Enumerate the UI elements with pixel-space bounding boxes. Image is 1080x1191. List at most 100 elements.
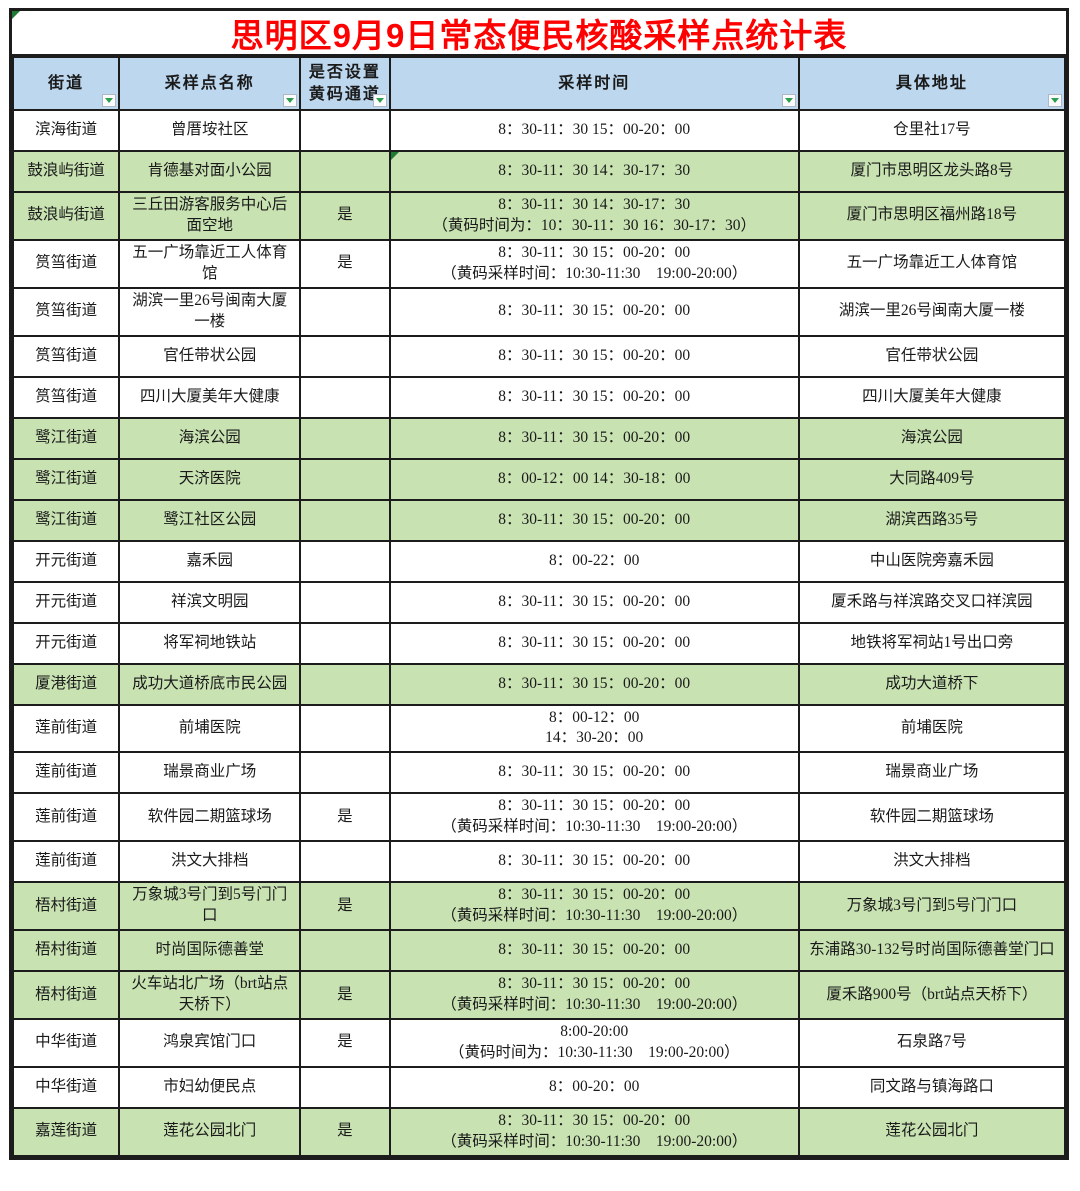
time-line: 8：30-11：30 14：30-17：30 xyxy=(498,196,691,213)
cell-street: 开元街道 xyxy=(11,621,121,665)
cell-address: 厦禾路与祥滨路交叉口祥滨园 xyxy=(797,580,1067,624)
cell-time: 8:00-20:00 （黄码时间为：10:30-11:30 19:00-20:00… xyxy=(388,1017,800,1068)
cell-address: 湖滨一里26号闽南大厦一楼 xyxy=(797,286,1067,337)
time-line: 8：30-11：30 15：00-20：00 xyxy=(498,674,691,692)
error-indicator xyxy=(12,11,20,19)
cell-street: 筼筜街道 xyxy=(11,238,121,289)
time-line: 14：30-20：00 xyxy=(545,729,644,747)
cell-time: 8：30-11：30 15：00-20：00 xyxy=(388,334,800,378)
time-line: 8：30-11：30 15：00-20：00 xyxy=(498,428,691,446)
cell-address: 石泉路7号 xyxy=(797,1017,1067,1068)
time-line: 8：30-11：30 15：00-20：00 xyxy=(498,975,691,993)
table-row: 莲前街道 瑞景商业广场 8：30-11：30 15：00-20：00 瑞景商业广… xyxy=(11,751,1067,795)
cell-site: 祥滨文明园 xyxy=(118,580,302,624)
table-row: 筼筜街道 湖滨一里26号闽南大厦一楼 8：30-11：30 15：00-20：0… xyxy=(11,286,1067,337)
cell-address: 东浦路30-132号时尚国际德善堂门口 xyxy=(797,929,1067,973)
cell-street: 鼓浪屿街道 xyxy=(11,191,121,241)
cell-site: 前埔医院 xyxy=(118,703,302,754)
cell-time: 8：00-12：00 14：30-20：00 xyxy=(388,703,800,754)
cell-address: 洪文大排档 xyxy=(797,840,1067,884)
cell-site: 瑞景商业广场 xyxy=(118,751,302,795)
time-line: 8：00-12：00 xyxy=(549,708,640,726)
cell-site: 将军祠地铁站 xyxy=(118,621,302,665)
cell-yellow-channel xyxy=(299,662,391,706)
cell-time: 8：30-11：30 15：00-20：00 （黄码采样时间：10:30-11:3… xyxy=(388,1106,800,1157)
cell-address: 仓里社17号 xyxy=(797,109,1067,152)
column-header-label: 具体地址 xyxy=(895,74,968,92)
column-header-site: 采样点名称 xyxy=(118,56,302,111)
filter-button-site[interactable] xyxy=(283,94,298,107)
cell-address: 官任带状公园 xyxy=(797,334,1067,378)
column-header-address: 具体地址 xyxy=(797,56,1067,111)
cell-site: 万象城3号门到5号门门口 xyxy=(118,881,302,932)
cell-site: 湖滨一里26号闽南大厦一楼 xyxy=(118,286,302,337)
table-row: 筼筜街道 四川大厦美年大健康 8：30-11：30 15：00-20：00 四川… xyxy=(11,375,1067,419)
error-indicator xyxy=(391,153,399,160)
cell-yellow-channel xyxy=(299,498,391,542)
time-line: （黄码采样时间：10:30-11:30 19:00-20:00） xyxy=(441,1132,748,1150)
filter-arrow-icon xyxy=(105,98,114,103)
cell-site: 洪文大排档 xyxy=(118,840,302,884)
table-row: 筼筜街道 官任带状公园 8：30-11：30 15：00-20：00 官任带状公… xyxy=(11,334,1067,378)
cell-yellow-channel xyxy=(299,703,391,754)
cell-yellow-channel: 是 xyxy=(299,1017,391,1068)
cell-street: 嘉莲街道 xyxy=(11,1106,121,1157)
cell-street: 梧村街道 xyxy=(11,970,121,1020)
column-header-label: 采样时间 xyxy=(558,74,631,92)
table-row: 梧村街道 时尚国际德善堂 8：30-11：30 15：00-20：00 东浦路3… xyxy=(11,929,1067,973)
title-bar: 思明区9月9日常态便民核酸采样点统计表 xyxy=(12,11,1066,56)
column-header-label: 是否设置黄码通道 xyxy=(308,63,381,103)
cell-street: 莲前街道 xyxy=(11,703,121,754)
time-line: 8:00-20:00 xyxy=(560,1022,629,1040)
cell-street: 开元街道 xyxy=(11,539,121,583)
time-line: 8：30-11：30 15：00-20：00 xyxy=(498,302,691,320)
cell-address: 湖滨西路35号 xyxy=(797,498,1067,542)
table-row: 鹭江街道 海滨公园 8：30-11：30 15：00-20：00 海滨公园 xyxy=(11,416,1067,460)
column-header-street: 街道 xyxy=(11,56,121,111)
filter-arrow-icon xyxy=(375,98,384,103)
table-row: 鹭江街道 鹭江社区公园 8：30-11：30 15：00-20：00 湖滨西路3… xyxy=(11,498,1067,542)
cell-site: 曾厝垵社区 xyxy=(118,109,302,152)
filter-button-time[interactable] xyxy=(781,94,796,107)
time-line: 8：00-22：00 xyxy=(549,551,640,569)
cell-yellow-channel xyxy=(299,580,391,624)
cell-time: 8：30-11：30 15：00-20：00 xyxy=(388,375,800,419)
cell-street: 开元街道 xyxy=(11,580,121,624)
cell-address: 莲花公园北门 xyxy=(797,1106,1067,1157)
cell-time: 8：30-11：30 15：00-20：00 xyxy=(388,751,800,795)
cell-time: 8：30-11：30 15：00-20：00 （黄码采样时间：10:30-11:3… xyxy=(388,238,800,289)
filter-button-street[interactable] xyxy=(102,94,117,107)
time-line: 8：00-20：00 xyxy=(549,1077,640,1095)
cell-yellow-channel xyxy=(299,539,391,583)
time-line: （黄码采样时间：10:30-11:30 19:00-20:00） xyxy=(441,995,748,1013)
cell-yellow-channel: 是 xyxy=(299,792,391,843)
cell-address: 四川大厦美年大健康 xyxy=(797,375,1067,419)
cell-time: 8：00-20：00 xyxy=(388,1065,800,1109)
cell-time: 8：30-11：30 15：00-20：00 （黄码采样时间：10:30-11:3… xyxy=(388,792,800,843)
time-line: 8：30-11：30 15：00-20：00 xyxy=(498,763,691,781)
filter-button-address[interactable] xyxy=(1048,94,1062,107)
cell-yellow-channel xyxy=(299,751,391,795)
cell-site: 五一广场靠近工人体育馆 xyxy=(118,238,302,289)
cell-street: 梧村街道 xyxy=(11,881,121,932)
cell-street: 滨海街道 xyxy=(11,109,121,152)
cell-address: 五一广场靠近工人体育馆 xyxy=(797,238,1067,289)
cell-time: 8：30-11：30 14：30-17：30 （黄码时间为：10：30-11：30… xyxy=(388,191,800,241)
spreadsheet: 思明区9月9日常态便民核酸采样点统计表 街道 采样点名称 是否设置黄码通道 xyxy=(9,8,1069,1160)
time-line: （黄码时间为：10：30-11：30 16：30-17：30） xyxy=(432,216,757,234)
table-row: 莲前街道 软件园二期篮球场 是 8：30-11：30 15：00-20：00 （黄… xyxy=(11,792,1067,843)
table-row: 莲前街道 洪文大排档 8：30-11：30 15：00-20：00 洪文大排档 xyxy=(11,840,1067,884)
cell-street: 中华街道 xyxy=(11,1017,121,1068)
table-row: 莲前街道 前埔医院 8：00-12：00 14：30-20：00 前埔医院 xyxy=(11,703,1067,754)
table-row: 开元街道 将军祠地铁站 8：30-11：30 15：00-20：00 地铁将军祠… xyxy=(11,621,1067,665)
cell-site: 鸿泉宾馆门口 xyxy=(118,1017,302,1068)
cell-street: 筼筜街道 xyxy=(11,286,121,337)
table-row: 滨海街道 曾厝垵社区 8：30-11：30 15：00-20：00 仓里社17号 xyxy=(11,109,1067,152)
filter-button-yellow-channel[interactable] xyxy=(372,94,387,107)
table-row: 鼓浪屿街道 三丘田游客服务中心后面空地 是 8：30-11：30 14：30-1… xyxy=(11,191,1067,241)
cell-yellow-channel: 是 xyxy=(299,238,391,289)
cell-address: 中山医院旁嘉禾园 xyxy=(797,539,1067,583)
table-row: 开元街道 嘉禾园 8：00-22：00 中山医院旁嘉禾园 xyxy=(11,539,1067,583)
table-row: 鹭江街道 天济医院 8：00-12：00 14：30-18：00 大同路409号 xyxy=(11,457,1067,501)
time-line: （黄码时间为：10:30-11:30 19:00-20:00） xyxy=(448,1043,740,1061)
